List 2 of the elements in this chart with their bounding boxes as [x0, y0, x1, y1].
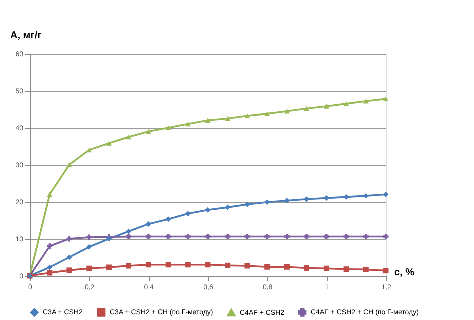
y-axis-title: А, мг/г [10, 30, 42, 42]
x-axis-title: c, % [394, 268, 415, 278]
